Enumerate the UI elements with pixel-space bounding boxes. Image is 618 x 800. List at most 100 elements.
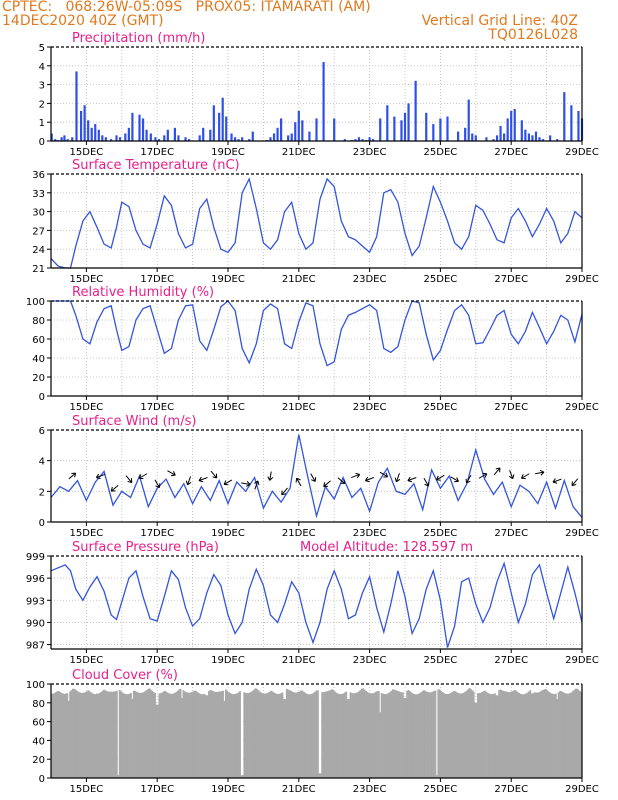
precip-bar bbox=[241, 137, 244, 141]
precip-bar bbox=[556, 139, 559, 141]
cloud-bar bbox=[243, 692, 246, 778]
cloud-bar bbox=[501, 690, 503, 778]
precip-bar bbox=[225, 116, 228, 141]
x-tick-label: 23DEC bbox=[353, 402, 387, 413]
cloud-bar bbox=[576, 688, 578, 778]
cloud-bar bbox=[257, 690, 260, 778]
series-line bbox=[51, 300, 583, 367]
precip-bar bbox=[570, 105, 573, 141]
cloud-bar bbox=[298, 691, 301, 778]
wind-arrow-shaft bbox=[521, 473, 530, 479]
cloud-bar bbox=[312, 692, 315, 778]
cloud-bar bbox=[181, 698, 183, 778]
cloud-bar bbox=[120, 691, 122, 778]
precip-bar bbox=[510, 110, 513, 141]
precip-bar bbox=[50, 133, 53, 141]
series-line bbox=[50, 561, 583, 648]
precip-bar bbox=[127, 127, 130, 141]
series-line bbox=[50, 434, 583, 519]
wind-arrow bbox=[571, 478, 579, 487]
cloud-bar bbox=[86, 691, 89, 778]
cloud-bar bbox=[535, 692, 537, 778]
panel-4 bbox=[47, 555, 583, 653]
cloud-bar bbox=[325, 691, 328, 778]
cloud-bar bbox=[175, 691, 178, 778]
precip-bar bbox=[333, 118, 336, 141]
cloud-bar bbox=[186, 692, 189, 778]
cloud-bar bbox=[496, 695, 499, 778]
cloud-bar bbox=[53, 693, 56, 778]
precip-bar bbox=[527, 133, 530, 141]
cloud-bar bbox=[50, 693, 53, 778]
cloud-bar bbox=[179, 688, 182, 778]
cloud-bar bbox=[447, 693, 450, 778]
precip-bar bbox=[157, 139, 161, 141]
cloud-bar bbox=[348, 699, 350, 778]
cloud-bar bbox=[426, 691, 428, 778]
cloud-bar bbox=[387, 692, 390, 778]
cloud-bar bbox=[190, 692, 193, 778]
cloud-bar bbox=[457, 692, 459, 778]
wind-arrow bbox=[138, 473, 148, 480]
cloud-bar bbox=[556, 699, 559, 778]
cloud-bar bbox=[578, 690, 581, 778]
x-tick-label: 21DEC bbox=[282, 655, 316, 666]
wind-arrow-head bbox=[198, 476, 202, 481]
cloud-bar bbox=[392, 689, 394, 778]
cloud-bar bbox=[485, 691, 488, 778]
cloud-bar bbox=[356, 692, 359, 778]
x-tick-label: 23DEC bbox=[353, 528, 387, 539]
wind-arrow-head bbox=[484, 473, 488, 478]
cloud-bar bbox=[90, 692, 93, 778]
precip-bar bbox=[400, 120, 403, 141]
cloud-bar bbox=[343, 692, 346, 778]
cloud-bar bbox=[559, 691, 561, 778]
cloud-bar bbox=[250, 691, 253, 778]
y-tick-label: 40 bbox=[32, 354, 45, 365]
cloud-bar bbox=[499, 689, 502, 778]
cloud-bar bbox=[178, 689, 181, 778]
cloud-bar bbox=[111, 691, 114, 778]
precip-bar bbox=[115, 135, 118, 141]
precip-bar bbox=[79, 110, 83, 141]
y-tick-label: 27 bbox=[32, 226, 45, 237]
precip-bar bbox=[154, 137, 157, 141]
cloud-bar bbox=[315, 690, 318, 778]
precip-bar bbox=[439, 118, 442, 141]
wind-arrow bbox=[241, 481, 251, 487]
cloud-bar bbox=[158, 693, 161, 778]
wind-arrow-shaft bbox=[379, 471, 388, 478]
cloud-bar bbox=[62, 693, 64, 778]
cloud-bar bbox=[355, 692, 358, 778]
cloud-bar bbox=[373, 692, 376, 778]
wind-arrow bbox=[310, 473, 317, 482]
precip-bar bbox=[485, 137, 488, 141]
x-tick-label: 19DEC bbox=[211, 402, 245, 413]
y-tick-label: 999 bbox=[26, 552, 45, 563]
x-tick-label: 15DEC bbox=[70, 784, 104, 795]
precip-bar bbox=[534, 131, 538, 141]
cloud-bar bbox=[438, 689, 441, 778]
cloud-bar bbox=[516, 691, 519, 778]
cloud-bar bbox=[569, 693, 571, 778]
x-tick-label: 25DEC bbox=[424, 784, 458, 795]
wind-arrow-head bbox=[407, 480, 413, 483]
precip-bar bbox=[549, 135, 552, 141]
cloud-bar bbox=[185, 692, 188, 778]
cloud-bar bbox=[390, 690, 393, 778]
cloud-bar bbox=[219, 691, 222, 778]
wind-arrow-head bbox=[269, 477, 274, 481]
cloud-bar bbox=[410, 692, 413, 778]
cloud-bar bbox=[428, 692, 431, 778]
cloud-bar bbox=[324, 691, 326, 778]
y-tick-label: 993 bbox=[26, 596, 45, 607]
cloud-bar bbox=[498, 689, 501, 778]
wind-arrow-shaft bbox=[269, 471, 272, 481]
wind-arrow-head bbox=[424, 483, 429, 487]
cloud-bar bbox=[275, 693, 278, 778]
cloud-bar bbox=[96, 693, 98, 778]
wind-arrow-head bbox=[138, 474, 142, 479]
cloud-bar bbox=[468, 687, 471, 778]
precip-bar bbox=[538, 137, 541, 141]
cloud-bar bbox=[104, 690, 107, 778]
